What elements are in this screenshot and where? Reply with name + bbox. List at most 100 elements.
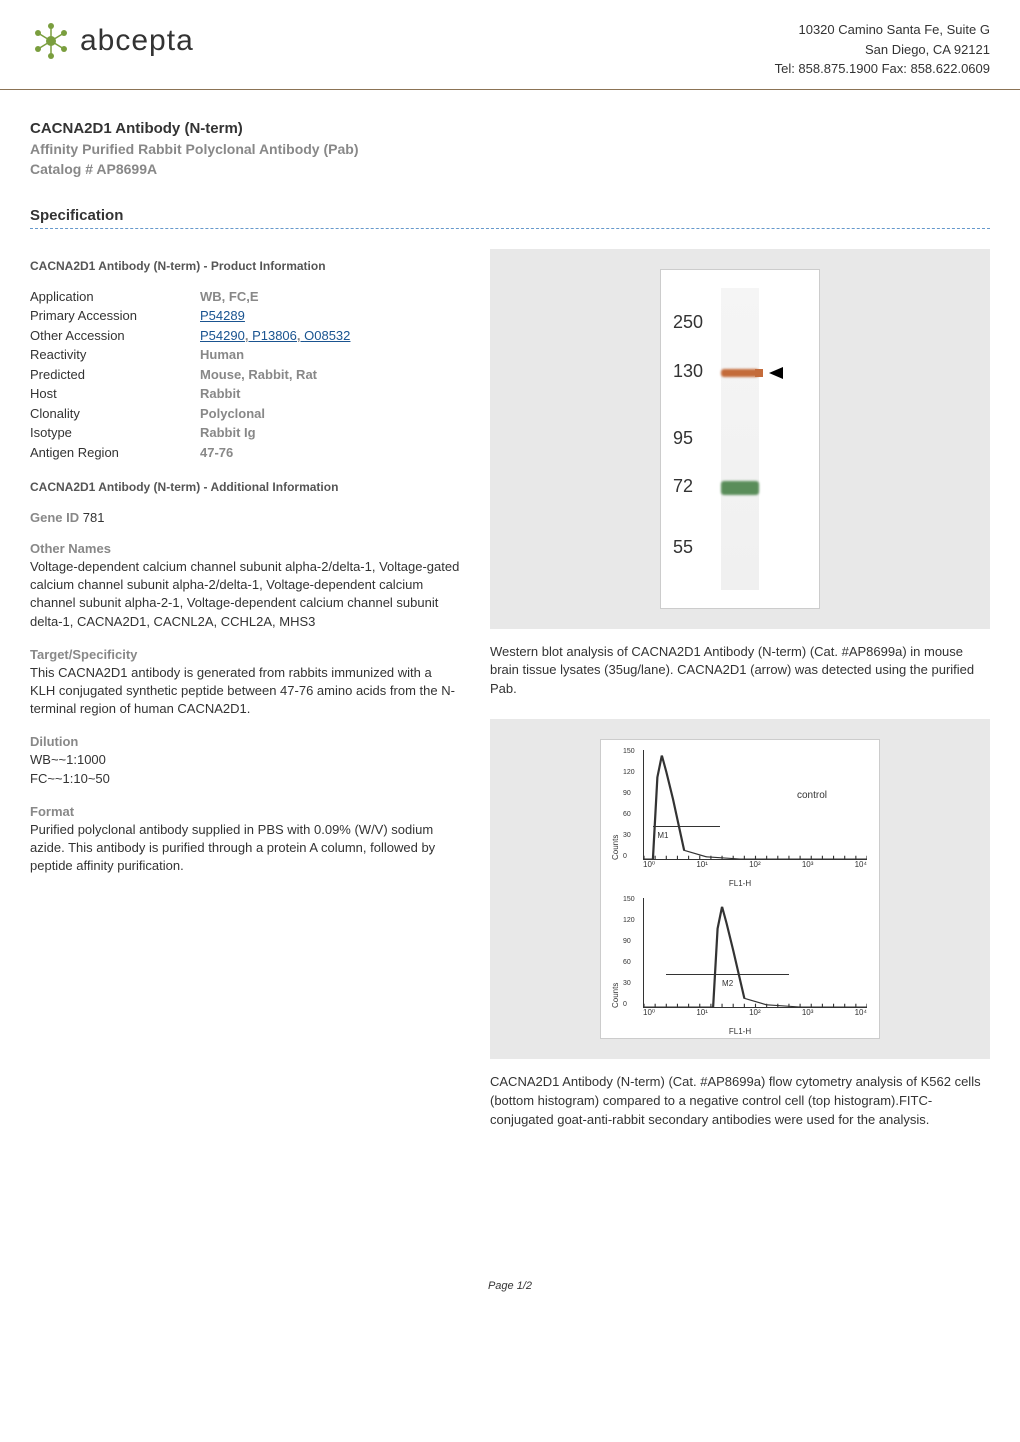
left-column: CACNA2D1 Antibody (N-term) - Product Inf… — [30, 249, 460, 1150]
info-row: Primary AccessionP54289 — [30, 306, 460, 326]
wb-marker-label: 55 — [673, 537, 693, 558]
format-text: Purified polyclonal antibody supplied in… — [30, 821, 460, 876]
fc-y-tick: 150 — [623, 748, 641, 755]
accession-link[interactable]: P54289 — [200, 308, 245, 323]
info-label: Clonality — [30, 404, 200, 424]
product-subtitle: Affinity Purified Rabbit Polyclonal Anti… — [30, 141, 990, 157]
info-value: Polyclonal — [200, 404, 460, 424]
wb-marker-dot — [755, 369, 763, 377]
fc-y-tick: 120 — [623, 917, 641, 924]
info-row: Other AccessionP54290, P13806, O08532 — [30, 326, 460, 346]
info-label: Isotype — [30, 423, 200, 443]
other-names-label: Other Names — [30, 541, 460, 556]
fc-x-tick: 10³ — [802, 1008, 814, 1026]
info-value: Mouse, Rabbit, Rat — [200, 365, 460, 385]
fc-x-tick: 10⁰ — [643, 860, 655, 878]
wb-lane — [721, 288, 759, 590]
fc-x-ticks-bottom: 10⁰ 10¹ 10² 10³ 10⁴ — [643, 1008, 867, 1026]
info-row: IsotypeRabbit Ig — [30, 423, 460, 443]
fc-image-panel: Counts 1501209060300 control M1 10⁰10¹10… — [490, 719, 990, 1059]
fc-x-tick: 10³ — [802, 860, 814, 878]
fc-x-ticks-top: 10⁰10¹10²10³10⁴ — [643, 860, 867, 878]
accession-link[interactable]: P13806 — [252, 328, 297, 343]
fc-image: Counts 1501209060300 control M1 10⁰10¹10… — [600, 739, 880, 1039]
company-address: 10320 Camino Santa Fe, Suite G San Diego… — [775, 20, 990, 79]
fc-x-tick: 10⁰ — [643, 1008, 655, 1026]
info-label: Other Accession — [30, 326, 200, 346]
page-footer: Page 1/2 — [0, 1260, 1020, 1312]
info-row: PredictedMouse, Rabbit, Rat — [30, 365, 460, 385]
accession-link[interactable]: O08532 — [304, 328, 350, 343]
fc-caption: CACNA2D1 Antibody (N-term) (Cat. #AP8699… — [490, 1073, 990, 1130]
two-column-layout: CACNA2D1 Antibody (N-term) - Product Inf… — [30, 249, 990, 1150]
accession-link[interactable]: P54290 — [200, 328, 245, 343]
info-label: Primary Accession — [30, 306, 200, 326]
fc-y-tick: 150 — [623, 896, 641, 903]
info-row: ReactivityHuman — [30, 345, 460, 365]
gene-id-label: Gene ID — [30, 510, 79, 525]
gene-id-value: 781 — [83, 510, 105, 525]
fc-y-tick: 0 — [623, 1001, 641, 1008]
wb-caption: Western blot analysis of CACNA2D1 Antibo… — [490, 643, 990, 700]
target-label: Target/Specificity — [30, 647, 460, 662]
section-specification: Specification — [30, 207, 990, 229]
info-label: Application — [30, 287, 200, 307]
fc-y-ticks-top: 1501209060300 — [623, 748, 641, 860]
wb-marker-label: 95 — [673, 428, 693, 449]
product-info-table: ApplicationWB, FC,EPrimary AccessionP542… — [30, 287, 460, 463]
fc-x-tick: 10² — [749, 1008, 761, 1026]
fc-plot-area-bottom: M2 — [643, 898, 867, 1008]
info-label: Host — [30, 384, 200, 404]
fc-histogram-top — [644, 750, 867, 859]
wb-marker-label: 72 — [673, 476, 693, 497]
wb-band — [721, 369, 759, 377]
info-row: ClonalityPolyclonal — [30, 404, 460, 424]
fc-x-tick: 10⁴ — [855, 1008, 867, 1026]
fc-y-label-top: Counts — [611, 748, 620, 860]
fc-plot-bottom: Counts 1501209060300 M2 10⁰10¹10²10³10⁴ … — [609, 896, 871, 1026]
address-line-1: 10320 Camino Santa Fe, Suite G — [775, 20, 990, 40]
address-line-3: Tel: 858.875.1900 Fax: 858.622.0609 — [775, 59, 990, 79]
wb-image: 250 130 95 72 55 — [660, 269, 820, 609]
wb-arrow-icon — [769, 367, 783, 379]
fc-plot-top: Counts 1501209060300 control M1 10⁰10¹10… — [609, 748, 871, 878]
dilution-label: Dilution — [30, 734, 460, 749]
fc-x-tick: 10¹ — [696, 1008, 708, 1026]
info-row: ApplicationWB, FC,E — [30, 287, 460, 307]
info-label: Predicted — [30, 365, 200, 385]
fc-x-label-bottom: FL1-H — [729, 1027, 751, 1036]
fc-y-ticks-bottom: 150 120 90 60 30 0 — [623, 896, 641, 1008]
dilution-text-2: FC~~1:10~50 — [30, 770, 460, 788]
info-value: WB, FC,E — [200, 287, 460, 307]
fc-x-tick: 10⁴ — [855, 860, 867, 878]
logo-icon — [30, 20, 72, 62]
wb-marker-label: 130 — [673, 361, 703, 382]
fc-y-tick: 90 — [623, 790, 641, 797]
product-title: CACNA2D1 Antibody (N-term) — [30, 120, 990, 137]
wb-marker-label: 250 — [673, 312, 703, 333]
info-label: Reactivity — [30, 345, 200, 365]
fc-y-tick: 60 — [623, 959, 641, 966]
fc-x-tick: 10² — [749, 860, 761, 878]
info-value: 47-76 — [200, 443, 460, 463]
fc-control-label: control — [797, 790, 827, 801]
other-names-text: Voltage-dependent calcium channel subuni… — [30, 558, 460, 631]
info-label: Antigen Region — [30, 443, 200, 463]
info-value: Rabbit Ig — [200, 423, 460, 443]
additional-info-heading: CACNA2D1 Antibody (N-term) - Additional … — [30, 480, 460, 494]
fc-y-tick: 0 — [623, 853, 641, 860]
fc-y-tick: 30 — [623, 832, 641, 839]
info-value[interactable]: P54289 — [200, 306, 460, 326]
info-value[interactable]: P54290, P13806, O08532 — [200, 326, 460, 346]
info-row: Antigen Region47-76 — [30, 443, 460, 463]
fc-y-tick: 90 — [623, 938, 641, 945]
fc-m2-tag: M2 — [722, 979, 733, 988]
logo-area: abcepta — [30, 20, 194, 62]
fc-histogram-bottom — [644, 898, 867, 1007]
fc-y-tick: 30 — [623, 980, 641, 987]
wb-band — [721, 481, 759, 495]
dilution-text-1: WB~~1:1000 — [30, 751, 460, 769]
catalog-number: Catalog # AP8699A — [30, 161, 990, 177]
fc-y-tick: 120 — [623, 769, 641, 776]
wb-image-panel: 250 130 95 72 55 — [490, 249, 990, 629]
